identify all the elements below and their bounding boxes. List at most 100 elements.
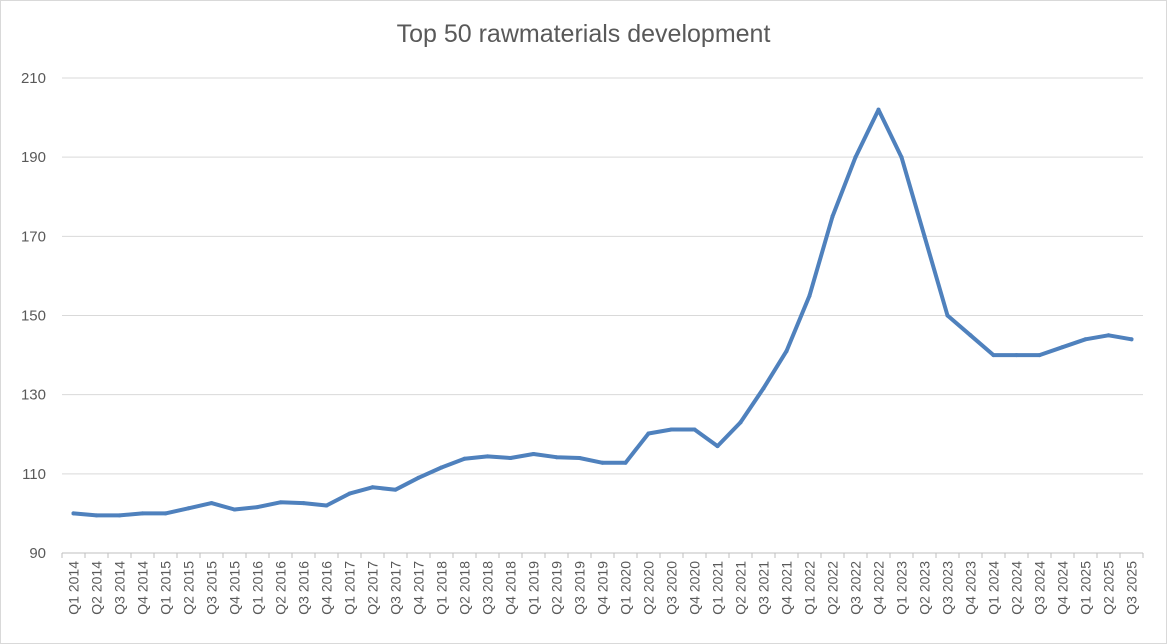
data-point xyxy=(301,501,306,506)
y-tick-label: 130 xyxy=(21,387,46,404)
x-tick-label: Q1 2019 xyxy=(526,561,542,615)
x-tick-label: Q1 2021 xyxy=(710,561,726,615)
x-tick-label: Q3 2023 xyxy=(940,561,956,615)
x-tick-label: Q3 2020 xyxy=(664,561,680,615)
x-tick-label: Q1 2017 xyxy=(342,561,358,615)
data-point xyxy=(140,511,145,516)
x-axis xyxy=(61,552,1144,558)
x-tick-label: Q3 2014 xyxy=(112,561,128,615)
data-point xyxy=(853,155,858,160)
data-point xyxy=(623,460,628,465)
data-point xyxy=(761,386,766,391)
y-tick-label: 90 xyxy=(29,545,46,562)
x-tick-label: Q2 2015 xyxy=(181,561,197,615)
data-point xyxy=(1014,353,1019,358)
chart-title: Top 50 rawmaterials development xyxy=(396,20,771,48)
x-tick-label: Q1 2024 xyxy=(986,561,1002,615)
data-point xyxy=(209,501,214,506)
data-point xyxy=(508,456,513,460)
data-point xyxy=(462,456,467,461)
x-tick-label: Q3 2025 xyxy=(1124,561,1140,615)
x-tick-label: Q4 2014 xyxy=(135,561,151,615)
x-tick-label: Q2 2014 xyxy=(89,561,105,615)
x-tick-label: Q1 2014 xyxy=(66,561,82,615)
x-tick-label: Q4 2015 xyxy=(227,561,243,615)
x-tick-label: Q2 2016 xyxy=(273,561,289,615)
x-tick-label: Q2 2021 xyxy=(733,561,749,615)
data-point xyxy=(117,513,122,518)
data-point xyxy=(163,511,168,516)
x-tick-label: Q4 2019 xyxy=(595,561,611,615)
data-point xyxy=(393,487,398,492)
data-point xyxy=(922,234,927,239)
x-tick-label: Q1 2015 xyxy=(158,561,174,615)
x-tick-label: Q3 2024 xyxy=(1032,561,1048,615)
data-point xyxy=(577,456,582,460)
series-line xyxy=(71,107,1134,518)
data-point xyxy=(600,460,605,465)
data-point xyxy=(669,427,674,432)
x-tick-label: Q4 2020 xyxy=(687,561,703,615)
data-point xyxy=(416,475,421,480)
data-point xyxy=(784,349,789,354)
data-point xyxy=(1060,345,1065,350)
y-tick-label: 190 xyxy=(21,149,46,166)
y-tick-label: 210 xyxy=(21,70,46,87)
data-point xyxy=(232,507,237,512)
data-point xyxy=(830,214,835,219)
x-tick-label: Q2 2023 xyxy=(917,561,933,615)
data-point xyxy=(1037,353,1042,358)
y-tick-label: 110 xyxy=(22,466,46,483)
data-point xyxy=(186,506,191,511)
x-tick-label: Q4 2022 xyxy=(871,561,887,615)
x-tick-label: Q3 2019 xyxy=(572,561,588,615)
data-point xyxy=(554,455,559,460)
data-point xyxy=(692,427,697,432)
x-tick-label: Q3 2018 xyxy=(480,561,496,615)
data-point xyxy=(485,454,490,459)
x-axis-tick-labels: Q1 2014 Q2 2014 Q3 2014 Q4 2014 Q1 2015 Q2 20… xyxy=(66,561,1140,615)
data-point xyxy=(1106,333,1111,338)
x-tick-label: Q3 2016 xyxy=(296,561,312,615)
x-tick-label: Q1 2023 xyxy=(894,561,910,615)
data-point xyxy=(347,491,352,496)
y-tick-label: 170 xyxy=(21,228,46,245)
x-tick-label: Q4 2023 xyxy=(963,561,979,615)
data-point xyxy=(1129,337,1134,342)
x-tick-label: Q2 2018 xyxy=(457,561,473,615)
data-point xyxy=(439,465,444,470)
x-tick-label: Q4 2018 xyxy=(503,561,519,615)
data-point xyxy=(807,293,812,298)
x-tick-label: Q3 2015 xyxy=(204,561,220,615)
data-point xyxy=(278,500,283,505)
series-layer xyxy=(71,107,1134,518)
data-point xyxy=(899,155,904,160)
x-tick-label: Q4 2021 xyxy=(779,561,795,615)
data-point xyxy=(370,485,375,490)
x-tick-label: Q3 2017 xyxy=(388,561,404,615)
x-tick-label: Q2 2017 xyxy=(365,561,381,615)
x-tick-label: Q1 2018 xyxy=(434,561,450,615)
x-tick-label: Q2 2020 xyxy=(641,561,657,615)
x-tick-label: Q1 2022 xyxy=(802,561,818,615)
data-point xyxy=(1083,337,1088,342)
y-axis-tick-labels: 90 110 130 150 170 190 210 xyxy=(21,70,46,562)
data-point xyxy=(646,431,651,436)
data-point xyxy=(876,107,881,112)
data-point xyxy=(94,513,99,518)
x-tick-label: Q2 2019 xyxy=(549,561,565,615)
data-point xyxy=(738,420,743,425)
gridlines xyxy=(62,77,1143,554)
x-tick-label: Q3 2021 xyxy=(756,561,772,615)
x-tick-label: Q2 2025 xyxy=(1101,561,1117,615)
x-tick-label: Q1 2016 xyxy=(250,561,266,615)
x-tick-label: Q2 2024 xyxy=(1009,561,1025,615)
x-tick-label: Q1 2025 xyxy=(1078,561,1094,615)
x-tick-label: Q3 2022 xyxy=(848,561,864,615)
x-tick-label: Q4 2024 xyxy=(1055,561,1071,615)
x-tick-label: Q2 2022 xyxy=(825,561,841,615)
data-point xyxy=(715,444,720,449)
data-point xyxy=(531,452,536,457)
